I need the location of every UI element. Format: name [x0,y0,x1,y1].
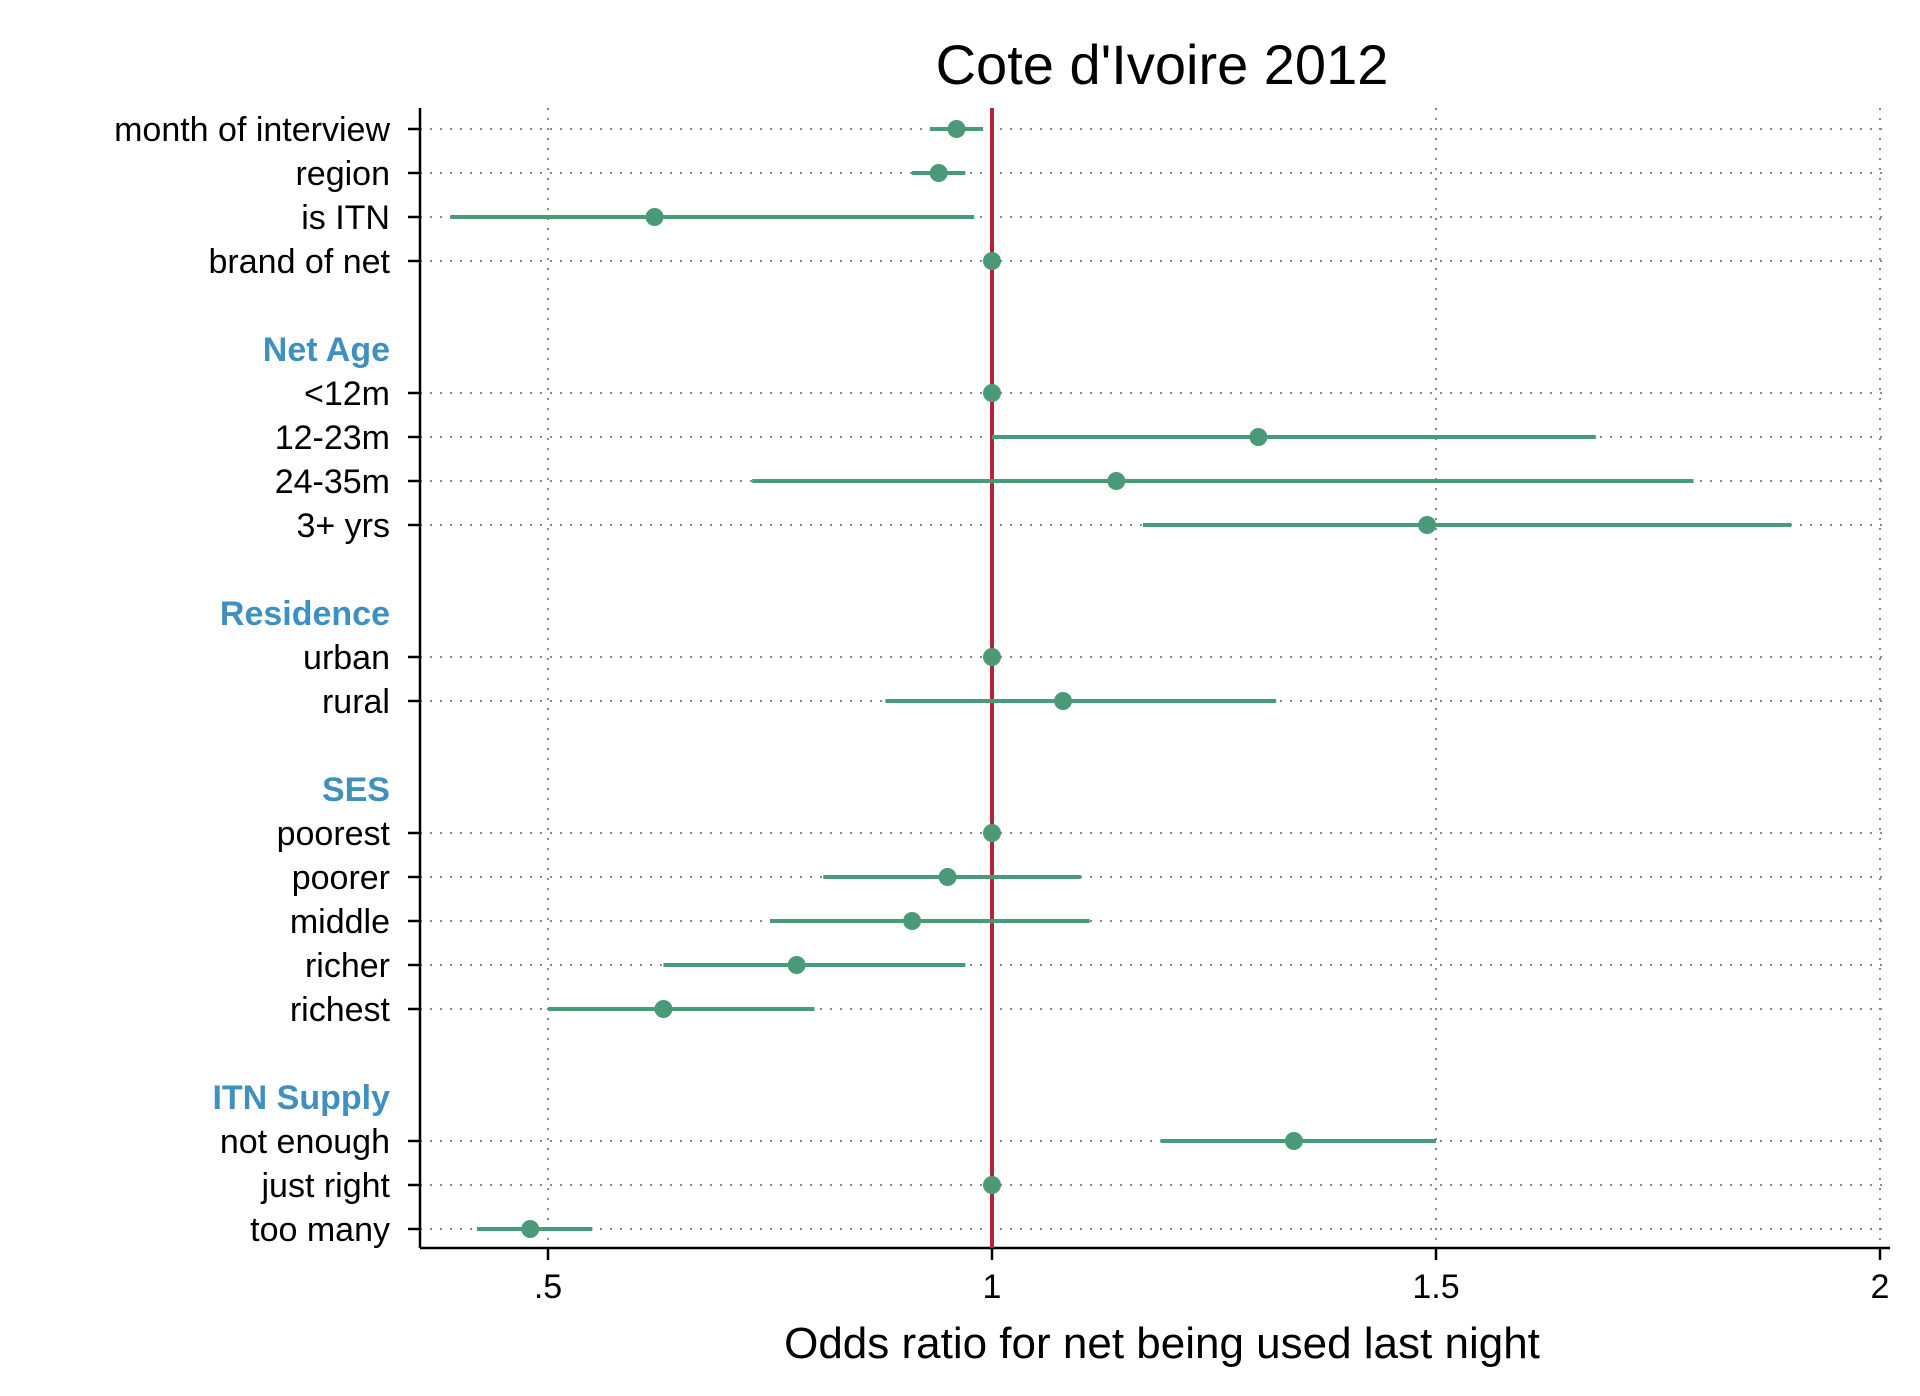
row-label-07: 24-35m [275,463,390,501]
x-tick-label-02: 1 [983,1268,1002,1306]
axis-layer: .5 1 1.5 2 [408,108,1890,1306]
row-label-08: 3+ yrs [296,507,390,545]
row-label-05: <12m [304,375,390,413]
point-estimate-08 [1418,516,1437,534]
point-estimate-15 [654,1000,673,1018]
point-estimate-11 [983,824,1001,842]
point-estimate-09 [983,648,1001,666]
row-label-06: 12-23m [275,419,390,457]
row-label-18: too many [250,1211,390,1249]
row-label-10: rural [322,683,390,721]
point-estimate-06 [1249,428,1268,446]
row-label-01: month of interview [114,111,390,149]
row-label-14: richer [305,947,390,985]
point-estimate-16 [1284,1132,1303,1150]
row-label-11: poorest [277,815,391,853]
point-estimate-17 [983,1176,1001,1194]
point-estimate-14 [787,956,806,974]
x-axis-title: Odds ratio for net being used last night [784,1319,1540,1368]
group-heading-01: Net Age [263,331,390,369]
point-estimate-12 [938,868,957,886]
row-label-03: is ITN [301,199,390,237]
point-estimate-01 [947,120,966,138]
row-label-16: not enough [220,1123,390,1161]
point-estimate-13 [903,912,922,930]
group-heading-02: Residence [220,595,390,633]
point-estimate-05 [983,384,1001,402]
row-label-12: poorer [292,859,390,897]
row-label-15: richest [290,991,391,1029]
row-label-02: region [295,155,390,193]
row-label-09: urban [303,639,390,677]
chart-title: Cote d'Ivoire 2012 [936,33,1389,96]
group-heading-04: ITN Supply [212,1079,390,1117]
row-label-04: brand of net [209,243,391,281]
marks-layer [450,120,1792,1238]
point-estimate-02 [929,164,948,182]
row-label-17: just right [261,1167,391,1205]
point-estimate-03 [645,208,664,226]
point-estimate-07 [1107,472,1126,490]
point-estimate-10 [1054,692,1073,710]
grid-layer [420,108,1890,1248]
x-tick-label-03: 1.5 [1412,1268,1459,1306]
x-tick-label-01: .5 [534,1268,562,1306]
row-label-13: middle [290,903,390,941]
point-estimate-18 [521,1220,540,1238]
point-estimate-04 [983,252,1001,270]
label-layer: month of interview region is ITN brand of n… [114,111,390,1249]
x-tick-label-04: 2 [1871,1268,1890,1306]
group-heading-03: SES [322,771,390,809]
